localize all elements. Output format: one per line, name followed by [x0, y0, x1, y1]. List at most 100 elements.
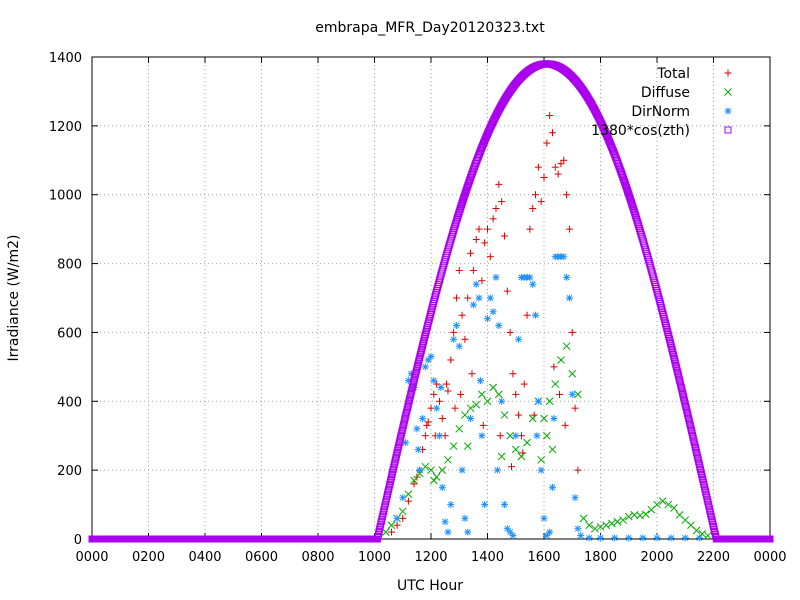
series-2-point-24: [464, 528, 472, 536]
series-3-point-954: [627, 197, 635, 205]
series-3-point-1076: [696, 463, 704, 471]
legend-label-2: DirNorm: [631, 104, 690, 120]
series-3-point-554: [401, 414, 409, 422]
series-3-point-1073: [694, 456, 702, 464]
series-3-point-650: [455, 208, 463, 216]
series-3-point-1030: [670, 353, 678, 361]
series-3-point-542: [394, 444, 402, 452]
series-3-point-1007: [657, 302, 665, 310]
series-2-point-14: [435, 432, 443, 440]
series-3-point-1015: [661, 319, 669, 327]
series-1-point-28: [540, 414, 548, 423]
series-3-point-649: [455, 210, 463, 218]
series-3-point-960: [630, 208, 638, 216]
series-3-point-560: [404, 400, 412, 408]
series-3-point-1011: [659, 310, 667, 318]
series-3-point-1050: [681, 400, 689, 408]
series-0-point-4: [410, 480, 418, 488]
series-1-point-3: [398, 507, 407, 516]
series-1-point-34: [574, 390, 582, 399]
series-1-point-33: [568, 369, 577, 378]
series-0-point-18: [450, 328, 458, 336]
series-3-point-580: [416, 353, 424, 361]
series-3-point-586: [419, 339, 427, 347]
series-3-point-1018: [663, 326, 671, 334]
series-2-point-30: [481, 501, 489, 509]
series-2-point-60: [565, 294, 573, 302]
series-3-point-1061: [687, 427, 695, 435]
series-3-point-551: [399, 422, 407, 430]
series-2-point-49: [534, 397, 542, 405]
series-2-point-19: [450, 335, 458, 343]
x-tick-label-2: 0400: [188, 550, 221, 565]
series-0-point-20: [455, 266, 463, 274]
series-3-point-557: [403, 407, 411, 415]
series-1-point-46: [641, 510, 650, 519]
series-3-point-583: [417, 346, 425, 354]
series-2-point-48: [532, 311, 540, 319]
series-0-point-73: [451, 404, 459, 412]
series-0-point-40: [512, 390, 520, 398]
series-3-point-1017: [663, 324, 671, 332]
series-0-point-34: [495, 180, 503, 188]
series-3-point-569: [409, 379, 417, 387]
series-1-point-38: [596, 523, 605, 531]
series-0-point-14: [438, 415, 446, 422]
series-3-point-555: [402, 412, 410, 420]
series-3-point-1101: [710, 525, 718, 533]
series-3-point-1008: [658, 304, 666, 312]
series-1-point-57: [703, 531, 712, 540]
series-3-point-585: [419, 342, 427, 350]
series-3-point-1054: [684, 410, 692, 418]
y-tick-label-5: 1000: [49, 189, 82, 204]
series-0-point-23: [464, 294, 472, 302]
series-2-point-61: [568, 390, 576, 398]
series-3-point-1046: [679, 391, 687, 399]
series-1-point-61: [497, 452, 506, 461]
series-1-point-37: [590, 524, 599, 533]
series-2-point-53: [546, 528, 554, 536]
series-3-point-521: [382, 495, 390, 503]
series-3-point-1095: [707, 510, 715, 518]
series-1-point-51: [670, 504, 678, 512]
series-3-point-1053: [683, 407, 691, 415]
series-3: [88, 60, 774, 543]
series-1-point-62: [463, 442, 472, 450]
series-2-point-6: [413, 425, 421, 433]
x-tick-label-7: 1400: [471, 550, 504, 565]
series-3-point-516: [380, 508, 388, 516]
series-3-point-1033: [672, 360, 680, 368]
y-tick-label-1: 200: [57, 464, 82, 479]
series-2-point-37: [500, 501, 508, 509]
series-3-point-1016: [662, 322, 670, 330]
series-0-point-35: [498, 198, 506, 206]
series-3-point-1066: [690, 439, 698, 447]
series-0-point-1: [393, 521, 401, 529]
series-3-point-1056: [685, 414, 693, 422]
x-tick-label-12: 0000: [753, 550, 786, 565]
series-2-point-79: [550, 415, 558, 422]
series-0-point-37: [503, 287, 511, 295]
series-0-point-21: [458, 311, 466, 319]
series-3-point-1032: [671, 358, 679, 366]
series-0-point-27: [475, 225, 483, 233]
series-2-point-62: [571, 494, 579, 502]
series-3-point-1023: [666, 337, 674, 345]
series-2: [393, 253, 703, 542]
series-3-point-512: [377, 518, 385, 526]
series-3-point-1043: [677, 383, 685, 391]
y-tick-label-6: 1200: [49, 120, 82, 135]
series-2-point-33: [489, 308, 497, 316]
series-0-point-29: [481, 239, 489, 247]
x-tick-label-8: 1600: [527, 550, 560, 565]
series-0-point-62: [574, 466, 582, 474]
x-tick-label-3: 0600: [245, 550, 278, 565]
series-3-point-556: [402, 410, 410, 418]
series-2-point-74: [437, 384, 445, 392]
series-3-point-515: [379, 510, 387, 518]
series-2-point-31: [484, 315, 491, 323]
series-3-point-653: [457, 203, 465, 211]
series-3-point-513: [378, 515, 386, 523]
series-3-point-558: [403, 405, 411, 413]
